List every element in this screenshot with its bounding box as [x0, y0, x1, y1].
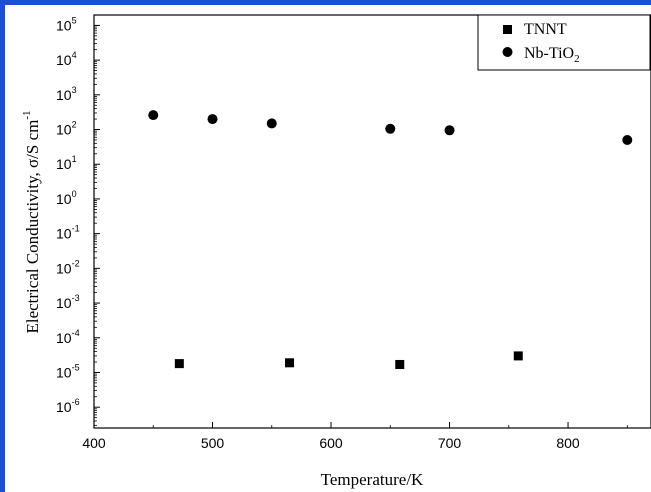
y-axis-label-superscript: -1 — [21, 110, 33, 119]
y-axis-label: Electrical Conductivity, σ/S cm-1 — [21, 110, 42, 333]
y-tick-label: 10-6 — [56, 397, 80, 415]
point-nb-tio2 — [444, 125, 455, 136]
point-nb-tio2 — [385, 123, 396, 134]
legend: TNNT Nb-TiO2 — [477, 14, 651, 71]
point-nb-tio2 — [622, 134, 633, 145]
plot-area — [93, 14, 651, 429]
y-axis: 105 104 103 102 101 100 10-1 10-2 10-3 10-4 10-5 10… — [56, 15, 100, 426]
point-tnnt — [174, 359, 184, 369]
y-axis-label-group: Electrical Conductivity, σ/S cm-1 — [21, 110, 42, 333]
x-tick-label: 700 — [438, 435, 462, 451]
point-nb-tio2 — [207, 114, 218, 125]
point-tnnt — [285, 358, 295, 368]
legend-box — [477, 14, 651, 71]
y-tick-label: 100 — [56, 189, 77, 207]
legend-label-nb-tio2-main: Nb-TiO — [524, 45, 574, 62]
y-tick-label: 105 — [56, 15, 77, 33]
legend-label-nb-tio2-sub: 2 — [574, 53, 580, 65]
y-tick-label: 104 — [56, 50, 77, 68]
point-nb-tio2 — [148, 110, 159, 121]
y-tick-label: 10-5 — [56, 362, 80, 380]
point-tnnt — [395, 359, 405, 369]
blue-frame-left — [0, 0, 5, 492]
x-axis-label: Temperature/K — [321, 470, 424, 489]
x-tick-label: 600 — [319, 435, 343, 451]
x-tick-label: 500 — [201, 435, 225, 451]
y-tick-label: 10-4 — [56, 328, 80, 346]
y-tick-label: 101 — [56, 154, 77, 172]
point-nb-tio2 — [266, 118, 277, 129]
legend-label-nb-tio2: Nb-TiO2 — [524, 45, 580, 65]
blue-frame-top — [0, 0, 651, 5]
x-tick-label: 800 — [556, 435, 580, 451]
data-points — [148, 110, 633, 369]
y-tick-label: 10-1 — [56, 224, 80, 242]
legend-marker-nb-tio2 — [502, 47, 513, 57]
y-tick-label: 10-3 — [56, 293, 80, 311]
legend-marker-tnnt — [503, 25, 512, 34]
legend-label-tnnt: TNNT — [524, 21, 567, 38]
x-tick-label: 400 — [82, 435, 106, 451]
x-axis: 400 500 600 700 800 — [82, 422, 628, 451]
y-tick-label: 10-2 — [56, 258, 80, 276]
y-tick-label: 103 — [56, 85, 77, 103]
y-axis-label-text: Electrical Conductivity, σ/S cm — [23, 120, 42, 334]
point-tnnt — [513, 351, 523, 361]
y-tick-label: 102 — [56, 120, 77, 138]
